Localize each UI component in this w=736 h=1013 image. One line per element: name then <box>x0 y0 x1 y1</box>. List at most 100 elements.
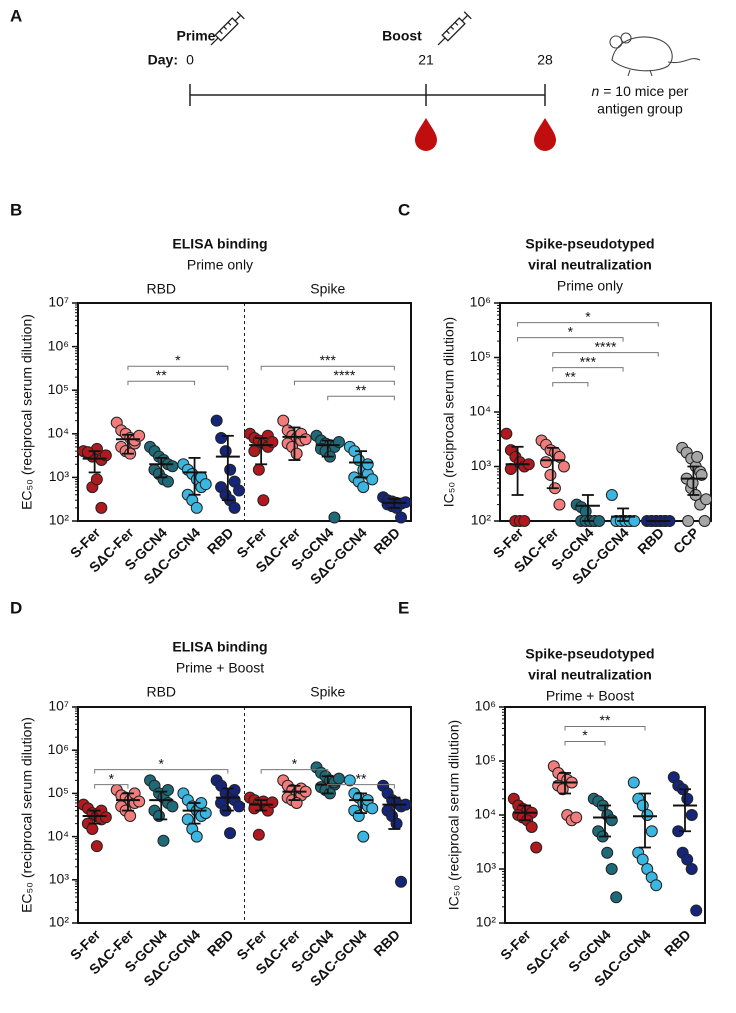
x-tick-label: CCP <box>670 524 702 556</box>
data-point <box>395 875 408 888</box>
data-point <box>166 460 179 473</box>
data-point <box>390 817 403 830</box>
y-tick-label: 10⁵ <box>48 784 69 800</box>
group-label: RBD <box>146 281 176 297</box>
data-point <box>605 863 618 875</box>
significance-label: * <box>109 770 115 786</box>
data-point <box>681 853 694 866</box>
data-point <box>161 475 174 488</box>
data-point <box>233 484 246 497</box>
data-point <box>395 511 408 524</box>
data-point <box>124 809 137 822</box>
day-label: Day: <box>148 52 178 68</box>
significance-bracket <box>260 769 329 774</box>
x-tick-label: SΔC-Fer <box>523 926 574 977</box>
data-point <box>166 800 179 813</box>
y-tick-label: 10² <box>49 914 70 930</box>
data-point <box>593 515 606 527</box>
x-tick-label: S-Fer <box>497 926 534 963</box>
significance-label: * <box>175 352 181 368</box>
data-point <box>277 414 290 427</box>
data-point <box>685 863 698 875</box>
note-variable: n <box>592 83 600 99</box>
chart-subtitle: Prime only <box>557 278 623 294</box>
group-label: Spike <box>310 281 345 297</box>
data-point <box>500 427 513 440</box>
y-tick-label: 10⁵ <box>475 752 496 768</box>
y-tick-label: 10² <box>476 914 497 930</box>
y-axis-label: IC₅₀ (reciprocal serum dilution) <box>441 317 457 507</box>
data-point <box>518 515 531 527</box>
data-point <box>290 447 303 460</box>
note-line-2: antigen group <box>597 101 683 117</box>
significance-bracket <box>552 382 589 387</box>
significance-label: ** <box>565 368 576 384</box>
significance-bracket <box>552 367 624 372</box>
data-point <box>228 783 241 796</box>
significance-label: **** <box>334 367 356 383</box>
data-point <box>685 809 698 821</box>
boost-label: Boost <box>382 28 422 44</box>
x-tick-label: RBD <box>370 524 403 557</box>
significance-label: * <box>582 727 588 743</box>
data-point <box>224 827 237 840</box>
data-point <box>525 820 538 833</box>
data-point <box>681 792 694 805</box>
significance-label: ** <box>156 367 167 383</box>
x-tick-label: RBD <box>370 926 403 959</box>
data-point <box>343 774 356 787</box>
data-point <box>605 488 618 501</box>
panel-letter: B <box>10 200 22 219</box>
significance-bracket <box>564 725 646 731</box>
significance-label: *** <box>580 353 597 369</box>
y-tick-label: 10⁶ <box>470 294 491 310</box>
data-point <box>361 458 374 471</box>
data-point <box>190 830 203 843</box>
data-point <box>90 840 103 853</box>
data-point <box>366 802 379 815</box>
significance-label: * <box>159 755 165 771</box>
data-point <box>682 515 695 527</box>
data-point <box>215 432 228 445</box>
data-point <box>698 515 711 527</box>
chart-subtitle: Prime + Boost <box>546 688 634 704</box>
plot-frame <box>77 706 412 924</box>
chart: B ELISA binding Prime only RBD Spike 10² 10³ 10… <box>10 200 412 587</box>
syringe-icon <box>437 11 472 46</box>
significance-bracket <box>517 337 624 342</box>
data-point <box>544 468 557 481</box>
data-point <box>181 813 194 826</box>
data-point <box>95 501 108 514</box>
chart: C Spike-pseudotyped viral neutralization Pr… <box>398 200 713 587</box>
data-point <box>352 809 365 822</box>
panel-letter: D <box>10 598 22 617</box>
data-point <box>233 800 246 813</box>
data-point <box>645 825 658 838</box>
panel-letter: C <box>398 200 410 219</box>
day-number: 0 <box>186 52 194 68</box>
data-point <box>328 511 341 524</box>
data-point <box>691 450 704 463</box>
panel-a: A Prime Boost Day: n = 10 mice per antig… <box>10 6 701 151</box>
group-label: RBD <box>146 684 176 700</box>
significance-bracket <box>564 740 606 746</box>
data-point <box>86 822 99 835</box>
data-point <box>199 807 212 820</box>
data-point <box>570 811 583 824</box>
data-point <box>219 445 232 458</box>
data-point <box>252 463 265 476</box>
significance-bracket <box>293 380 395 386</box>
data-point <box>357 830 370 843</box>
y-tick-label: 10³ <box>49 871 70 887</box>
x-tick-label: RBD <box>204 926 237 959</box>
chart-title: Spike-pseudotyped <box>525 236 654 252</box>
chart-title: ELISA binding <box>172 639 267 655</box>
y-tick-label: 10⁴ <box>47 827 69 843</box>
data-point <box>99 811 112 824</box>
significance-label: **** <box>595 338 617 354</box>
significance-label: * <box>585 308 591 324</box>
chart-subtitle: Prime only <box>187 257 253 273</box>
chart-subtitle: Prime + Boost <box>176 660 264 676</box>
prime-label: Prime <box>177 28 216 44</box>
data-point <box>266 796 279 809</box>
